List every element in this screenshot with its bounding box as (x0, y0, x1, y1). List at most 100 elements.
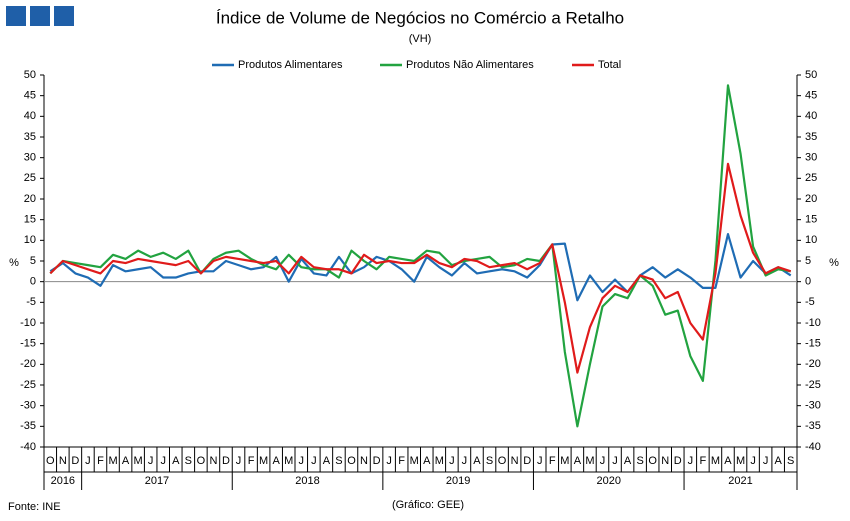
y2-tick-label: -10 (805, 317, 821, 329)
x-tick-label: S (185, 455, 192, 467)
x-tick-label: M (410, 455, 419, 467)
chart-subtitle: (VH) (409, 33, 432, 45)
y2-tick-label: 50 (805, 69, 817, 81)
x-tick-label: M (585, 455, 594, 467)
legend-label: Produtos Não Alimentares (406, 59, 534, 71)
x-tick-label: S (335, 455, 342, 467)
x-tick-label: F (97, 455, 104, 467)
series-line (49, 84, 791, 428)
x-tick-label: M (134, 455, 143, 467)
x-tick-label: A (273, 455, 281, 467)
x-tick-label: F (549, 455, 556, 467)
y2-tick-label: -40 (805, 441, 821, 453)
x-tick-label: J (449, 455, 455, 467)
x-tick-label: O (347, 455, 356, 467)
year-label: 2019 (446, 475, 470, 487)
x-tick-label: S (486, 455, 493, 467)
y-tick-label: 0 (30, 276, 36, 288)
y2-axis-label: % (829, 257, 839, 269)
x-tick-label: S (636, 455, 643, 467)
y-tick-label: -20 (20, 358, 36, 370)
y-tick-label: -35 (20, 420, 36, 432)
x-tick-label: O (648, 455, 657, 467)
x-tick-label: N (209, 455, 217, 467)
year-label: 2020 (597, 475, 621, 487)
x-tick-label: A (775, 455, 783, 467)
x-tick-label: A (323, 455, 331, 467)
x-tick-label: A (172, 455, 180, 467)
x-tick-label: J (311, 455, 317, 467)
x-tick-label: D (674, 455, 682, 467)
x-tick-label: A (624, 455, 632, 467)
x-tick-label: O (197, 455, 206, 467)
x-tick-label: J (386, 455, 392, 467)
x-tick-label: F (700, 455, 707, 467)
x-tick-label: J (688, 455, 694, 467)
credit: (Gráfico: GEE) (392, 499, 464, 511)
x-tick-label: F (248, 455, 255, 467)
year-label: 2016 (51, 475, 75, 487)
x-tick-label: J (148, 455, 154, 467)
chart-title: Índice de Volume de Negócios no Comércio… (216, 8, 624, 27)
y2-tick-label: 15 (805, 214, 817, 226)
x-tick-label: A (473, 455, 481, 467)
x-tick-label: M (259, 455, 268, 467)
year-label: 2018 (295, 475, 319, 487)
logo-block (54, 6, 74, 26)
y2-tick-label: 45 (805, 90, 817, 102)
y2-tick-label: -15 (805, 338, 821, 350)
x-tick-label: J (160, 455, 166, 467)
x-tick-label: N (360, 455, 368, 467)
x-tick-label: M (736, 455, 745, 467)
x-tick-label: M (711, 455, 720, 467)
y2-tick-label: 40 (805, 110, 817, 122)
x-tick-label: A (574, 455, 582, 467)
x-tick-label: J (612, 455, 618, 467)
y-tick-label: -30 (20, 400, 36, 412)
y-tick-label: -15 (20, 338, 36, 350)
y-tick-label: 30 (24, 152, 36, 164)
y-tick-label: -25 (20, 379, 36, 391)
y2-tick-label: 10 (805, 234, 817, 246)
year-label: 2021 (728, 475, 752, 487)
y-tick-label: 40 (24, 110, 36, 122)
y2-tick-label: -35 (805, 420, 821, 432)
y2-tick-label: -25 (805, 379, 821, 391)
y-axis-label: % (9, 257, 19, 269)
y-tick-label: 20 (24, 193, 36, 205)
y2-tick-label: 35 (805, 131, 817, 143)
y-tick-label: -40 (20, 441, 36, 453)
y2-tick-label: 20 (805, 193, 817, 205)
y2-tick-label: 25 (805, 172, 817, 184)
year-label: 2017 (145, 475, 169, 487)
y-tick-label: -10 (20, 317, 36, 329)
x-tick-label: J (299, 455, 305, 467)
x-tick-label: M (284, 455, 293, 467)
x-tick-label: D (71, 455, 79, 467)
x-tick-label: J (763, 455, 769, 467)
x-tick-label: O (46, 455, 55, 467)
y2-tick-label: -20 (805, 358, 821, 370)
x-tick-label: D (523, 455, 531, 467)
x-tick-label: F (398, 455, 405, 467)
x-tick-label: J (236, 455, 242, 467)
y-tick-label: -5 (26, 296, 36, 308)
series-line (49, 162, 792, 374)
y-tick-label: 25 (24, 172, 36, 184)
y2-tick-label: -5 (805, 296, 815, 308)
logo-block (6, 6, 26, 26)
series-line (49, 233, 792, 302)
source: Fonte: INE (8, 501, 61, 513)
y2-tick-label: 5 (805, 255, 811, 267)
x-tick-label: J (600, 455, 606, 467)
x-tick-label: A (122, 455, 130, 467)
x-tick-label: A (423, 455, 431, 467)
logo-block (30, 6, 50, 26)
legend-label: Total (598, 59, 621, 71)
y-tick-label: 10 (24, 234, 36, 246)
y2-tick-label: 0 (805, 276, 811, 288)
x-tick-label: S (787, 455, 794, 467)
x-tick-label: O (498, 455, 507, 467)
y-tick-label: 35 (24, 131, 36, 143)
